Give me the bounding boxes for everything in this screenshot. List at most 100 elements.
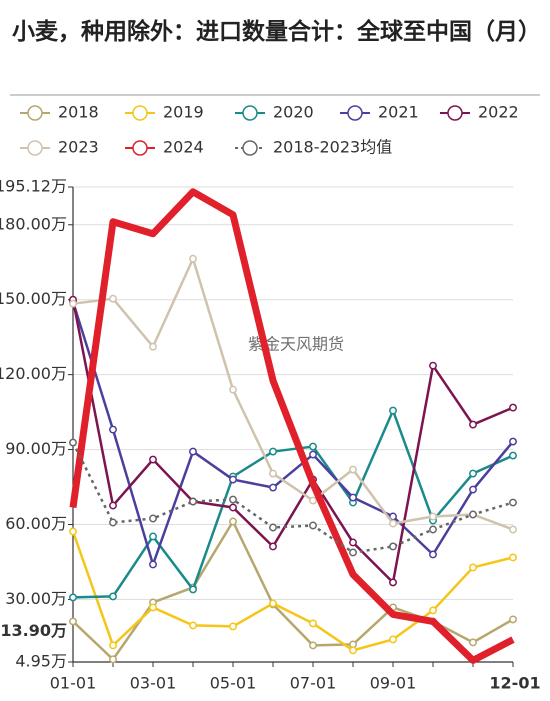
data-point (109, 641, 117, 650)
data-point (469, 563, 477, 572)
data-point (149, 514, 157, 523)
y-tick-label: 90.00万 (5, 439, 67, 458)
data-point (69, 527, 77, 536)
legend-label: 2018 (58, 103, 99, 122)
data-point (349, 538, 357, 547)
watermark: 紫金天风期货 (248, 335, 344, 354)
chart-title: 小麦，种用除外：进口数量合计：全球至中国（月） (12, 19, 541, 45)
y-tick-label: 4.95万 (15, 652, 67, 671)
y-tick-label: 150.00万 (0, 289, 67, 308)
value-label: 13.90万 (0, 621, 67, 640)
data-point (389, 519, 397, 528)
legend-label: 2018-2023均值 (273, 138, 392, 157)
data-point (349, 465, 357, 474)
data-point (509, 553, 517, 562)
data-point (309, 442, 317, 451)
data-point (349, 493, 357, 502)
legend-label: 2021 (378, 103, 419, 122)
data-point (269, 523, 277, 532)
data-point (229, 385, 237, 394)
data-point (429, 512, 437, 521)
data-point (309, 641, 317, 650)
data-point (309, 450, 317, 459)
data-point (309, 521, 317, 530)
x-tick-label: 03-01 (130, 674, 177, 693)
series-line (71, 301, 514, 566)
data-point (469, 469, 477, 478)
data-point (189, 254, 197, 263)
data-point (389, 635, 397, 644)
series-line (71, 531, 514, 652)
data-point (229, 475, 237, 484)
data-point (269, 599, 277, 608)
data-point (69, 299, 77, 308)
data-point (389, 406, 397, 415)
legend-marker (27, 105, 43, 121)
data-point (429, 550, 437, 559)
legend-label: 2022 (478, 103, 519, 122)
data-point (189, 447, 197, 456)
data-point (429, 606, 437, 615)
data-point (109, 425, 117, 434)
legend-marker (347, 105, 363, 121)
data-point (189, 497, 197, 506)
data-point (349, 646, 357, 655)
y-tick-label: 60.00万 (5, 514, 67, 533)
data-point (269, 447, 277, 456)
data-point (429, 525, 437, 534)
data-point (309, 496, 317, 505)
data-point (349, 548, 357, 557)
data-point (509, 615, 517, 624)
legend-label: 2024 (163, 138, 204, 157)
series-line (71, 442, 514, 554)
legend-label: 2023 (58, 138, 99, 157)
data-point (389, 542, 397, 551)
x-tick-label: 01-01 (50, 674, 97, 693)
data-point (69, 617, 77, 626)
legend-marker (27, 140, 43, 156)
x-tick-label: 12-01 (489, 674, 540, 693)
data-point (229, 622, 237, 631)
legend-label: 2019 (163, 103, 204, 122)
data-point (69, 593, 77, 602)
data-point (109, 294, 117, 303)
data-point (149, 342, 157, 351)
series-line (71, 299, 514, 584)
data-point (109, 592, 117, 601)
data-point (509, 451, 517, 460)
data-point (389, 578, 397, 587)
data-point (149, 455, 157, 464)
data-point (229, 495, 237, 504)
data-point (429, 361, 437, 370)
legend-label: 2020 (273, 103, 314, 122)
y-tick-label: 180.00万 (0, 214, 67, 233)
x-tick-label: 09-01 (370, 674, 417, 693)
data-point (469, 485, 477, 494)
y-tick-label: 195.12万 (0, 177, 67, 196)
data-point (189, 585, 197, 594)
data-point (269, 469, 277, 478)
legend-marker (132, 105, 148, 121)
data-point (149, 532, 157, 541)
x-tick-label: 07-01 (290, 674, 337, 693)
y-tick-label: 30.00万 (5, 589, 67, 608)
data-point (469, 638, 477, 647)
legend-marker (242, 140, 258, 156)
data-point (109, 501, 117, 510)
data-point (149, 560, 157, 569)
data-point (109, 518, 117, 527)
data-point (109, 655, 117, 664)
data-point (509, 498, 517, 507)
series-line (69, 188, 515, 664)
y-tick-label: 120.00万 (0, 364, 67, 383)
data-point (509, 437, 517, 446)
data-point (229, 503, 237, 512)
data-point (69, 438, 77, 447)
legend-marker (242, 105, 258, 121)
data-point (509, 525, 517, 534)
data-point (269, 483, 277, 492)
data-point (469, 420, 477, 429)
data-point (189, 621, 197, 630)
